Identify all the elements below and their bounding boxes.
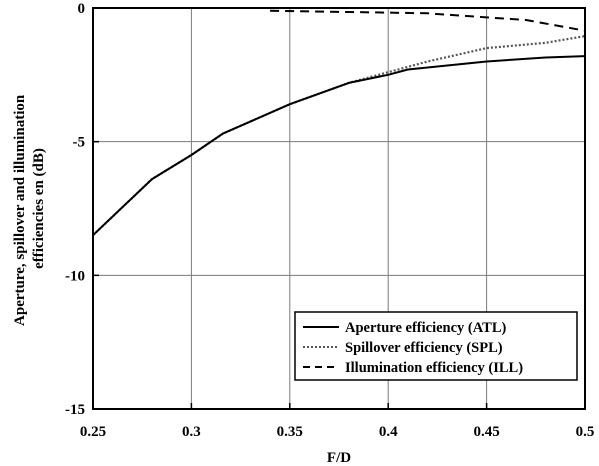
axis-ticks: 0.25 0.3 0.35 0.4 0.45 0.5 0 -5 -10 -15 bbox=[65, 1, 594, 440]
series-line-spillover bbox=[92, 35, 586, 236]
x-tick-label: 0.3 bbox=[182, 424, 201, 440]
y-tick-label: -15 bbox=[65, 402, 85, 418]
legend-label: Spillover efficiency (SPL) bbox=[345, 340, 503, 356]
x-tick-label: 0.5 bbox=[576, 424, 595, 440]
x-tick-label: 0.25 bbox=[80, 424, 106, 440]
y-axis-label-line-1: Aperture, spillover and illumination bbox=[12, 94, 28, 326]
x-tick-label: 0.45 bbox=[473, 424, 499, 440]
y-tick-label: -10 bbox=[65, 268, 85, 284]
series-lines bbox=[92, 9, 586, 236]
y-tick-label: 0 bbox=[78, 1, 86, 17]
legend: Aperture efficiency (ATL) Spillover effic… bbox=[294, 311, 578, 381]
legend-label: Aperture efficiency (ATL) bbox=[345, 320, 506, 336]
series-line-aperture bbox=[92, 55, 586, 236]
x-tick-label: 0.35 bbox=[277, 424, 303, 440]
y-axis-label-line-2: efficiencies en (dB) bbox=[31, 148, 47, 269]
legend-box bbox=[294, 311, 578, 381]
x-tick-label: 0.4 bbox=[379, 424, 398, 440]
y-tick-label: -5 bbox=[73, 135, 86, 151]
y-axis-label: Aperture, spillover and illumination eff… bbox=[12, 91, 47, 326]
plot-frame bbox=[92, 7, 586, 410]
legend-label: Illumination efficiency (ILL) bbox=[345, 360, 523, 376]
series-line-illumination bbox=[270, 9, 586, 32]
x-axis-label: F/D bbox=[327, 450, 351, 466]
